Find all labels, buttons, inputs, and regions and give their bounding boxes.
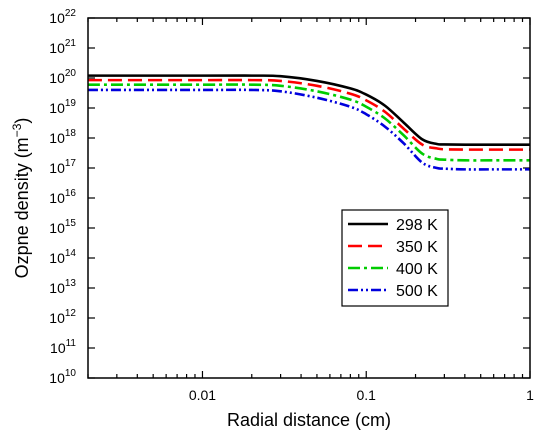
series-layer	[88, 74, 530, 171]
y-tick-base: 10	[49, 250, 65, 266]
y-tick-base: 10	[49, 70, 65, 86]
legend-label: 298 K	[396, 217, 438, 234]
y-tick-label: 1015	[49, 218, 76, 236]
y-tick-label: 1010	[49, 368, 76, 386]
y-tick-exponent: 11	[66, 338, 77, 349]
y-tick-base: 10	[49, 370, 65, 386]
y-tick-base: 10	[49, 40, 65, 56]
y-tick-label: 1013	[49, 278, 76, 296]
y-tick-label: 1020	[49, 68, 76, 86]
y-tick-exponent: 16	[65, 188, 77, 199]
y-tick-exponent: 19	[65, 98, 77, 109]
x-tick-label: 1	[526, 387, 534, 403]
x-tick-labels: 0.01 0.1 1	[189, 387, 534, 403]
y-tick-exponent: 22	[65, 8, 77, 19]
x-tick-label: 0.01	[189, 387, 216, 403]
y-axis-title: Ozpne density (m−3)	[10, 118, 32, 279]
y-tick-exponent: 13	[65, 278, 77, 289]
y-tick-exponent: 20	[65, 68, 77, 79]
y-tick-base: 10	[49, 130, 65, 146]
y-tick-exponent: 17	[65, 158, 77, 169]
y-tick-label: 1012	[49, 308, 76, 326]
y-tick-label: 1021	[49, 38, 76, 56]
legend: 298 K 350 K 400 K 500 K	[341, 209, 449, 307]
series-line-500-k	[88, 88, 530, 171]
y-tick-label: 1016	[49, 188, 76, 206]
y-tick-base: 10	[49, 100, 65, 116]
legend-label: 350 K	[396, 239, 438, 256]
y-tick-base: 10	[49, 280, 65, 296]
series-line-350-k	[88, 78, 530, 151]
y-axis-title-close: )	[12, 118, 32, 124]
series-line-400-k	[88, 83, 530, 162]
y-tick-base: 10	[49, 190, 65, 206]
y-axis-title-main: Ozpne density (m	[12, 137, 32, 278]
y-tick-exponent: 10	[65, 368, 77, 379]
y-tick-exponent: 21	[65, 38, 77, 49]
y-tick-label: 1022	[49, 8, 76, 26]
series-line-298-k	[88, 74, 530, 146]
y-tick-base: 10	[50, 340, 66, 356]
plot-frame	[87, 17, 531, 379]
y-tick-exponent: 18	[65, 128, 77, 139]
legend-box	[341, 209, 449, 307]
axis-ticks	[87, 17, 531, 379]
y-tick-exponent: 12	[65, 308, 77, 319]
y-tick-exponent: 14	[65, 248, 77, 259]
y-tick-base: 10	[49, 310, 65, 326]
x-tick-label: 0.1	[356, 387, 376, 403]
y-tick-label: 1011	[50, 338, 76, 356]
x-axis-title: Radial distance (cm)	[227, 410, 391, 430]
y-tick-label: 1017	[49, 158, 76, 176]
y-tick-label: 1014	[49, 248, 76, 266]
y-tick-labels: 1010101110121013101410151016101710181019…	[49, 8, 76, 386]
y-tick-exponent: 15	[65, 218, 77, 229]
y-axis-title-exponent: −3	[10, 123, 24, 137]
y-tick-base: 10	[49, 10, 65, 26]
y-tick-base: 10	[49, 220, 65, 236]
y-tick-label: 1018	[49, 128, 76, 146]
y-tick-label: 1019	[49, 98, 76, 116]
legend-label: 400 K	[396, 261, 438, 278]
y-tick-base: 10	[49, 160, 65, 176]
legend-label: 500 K	[396, 283, 438, 300]
